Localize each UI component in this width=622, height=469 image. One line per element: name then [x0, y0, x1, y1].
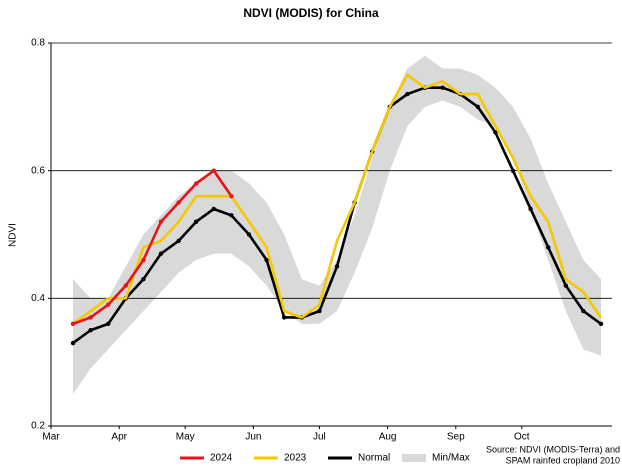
x-tick-label: May [176, 432, 195, 443]
x-tick-label: Apr [111, 432, 127, 443]
point [246, 232, 252, 237]
legend-label: 2024 [210, 453, 233, 464]
point [70, 340, 76, 346]
point [282, 315, 287, 320]
x-tick-label: Jun [245, 432, 261, 443]
point [70, 321, 76, 327]
point [563, 283, 568, 288]
point [581, 308, 586, 314]
y-tick-label: 0.8 [31, 38, 45, 49]
point [229, 194, 234, 199]
point [106, 321, 111, 327]
legend-label: Normal [358, 453, 390, 464]
y-tick-label: 0.4 [31, 293, 45, 304]
source-note: SPAM rainfed cropland 2010 [506, 455, 620, 465]
point [211, 206, 216, 212]
legend-swatch [402, 454, 426, 462]
point [493, 130, 498, 135]
point [317, 308, 322, 314]
point [123, 283, 128, 288]
line-1 [72, 73, 603, 325]
point [528, 206, 533, 212]
chart-title: NDVI (MODIS) for China [243, 6, 379, 20]
point [334, 264, 340, 269]
point [229, 213, 234, 218]
point [264, 257, 269, 263]
line-0 [72, 169, 233, 326]
x-tick-label: Jul [313, 432, 326, 443]
y-tick-label: 0.2 [31, 421, 45, 432]
point [176, 200, 181, 205]
point [176, 238, 181, 244]
point [158, 219, 164, 224]
point [194, 181, 199, 186]
source-note: Source: NDVI (MODIS-Terra) and [486, 444, 620, 454]
legend-label: 2023 [284, 453, 307, 464]
point [211, 168, 216, 173]
point [194, 219, 199, 224]
x-tick-label: Sep [447, 432, 465, 443]
y-axis-label: NDVI [8, 223, 19, 247]
point [598, 321, 604, 327]
x-tick-label: Aug [379, 432, 397, 443]
point [106, 302, 111, 307]
point [546, 245, 551, 250]
point [475, 104, 480, 110]
point [141, 276, 146, 282]
y-tick-label: 0.6 [31, 165, 45, 176]
point [405, 91, 410, 97]
point [158, 251, 164, 256]
min-max-band [73, 55, 601, 395]
x-tick-label: Mar [42, 432, 60, 443]
point [88, 315, 93, 320]
point [141, 257, 146, 263]
point [510, 168, 516, 173]
legend-label: Min/Max [432, 453, 470, 464]
point [440, 85, 445, 90]
point [88, 328, 93, 333]
x-tick-label: Oct [514, 432, 530, 443]
